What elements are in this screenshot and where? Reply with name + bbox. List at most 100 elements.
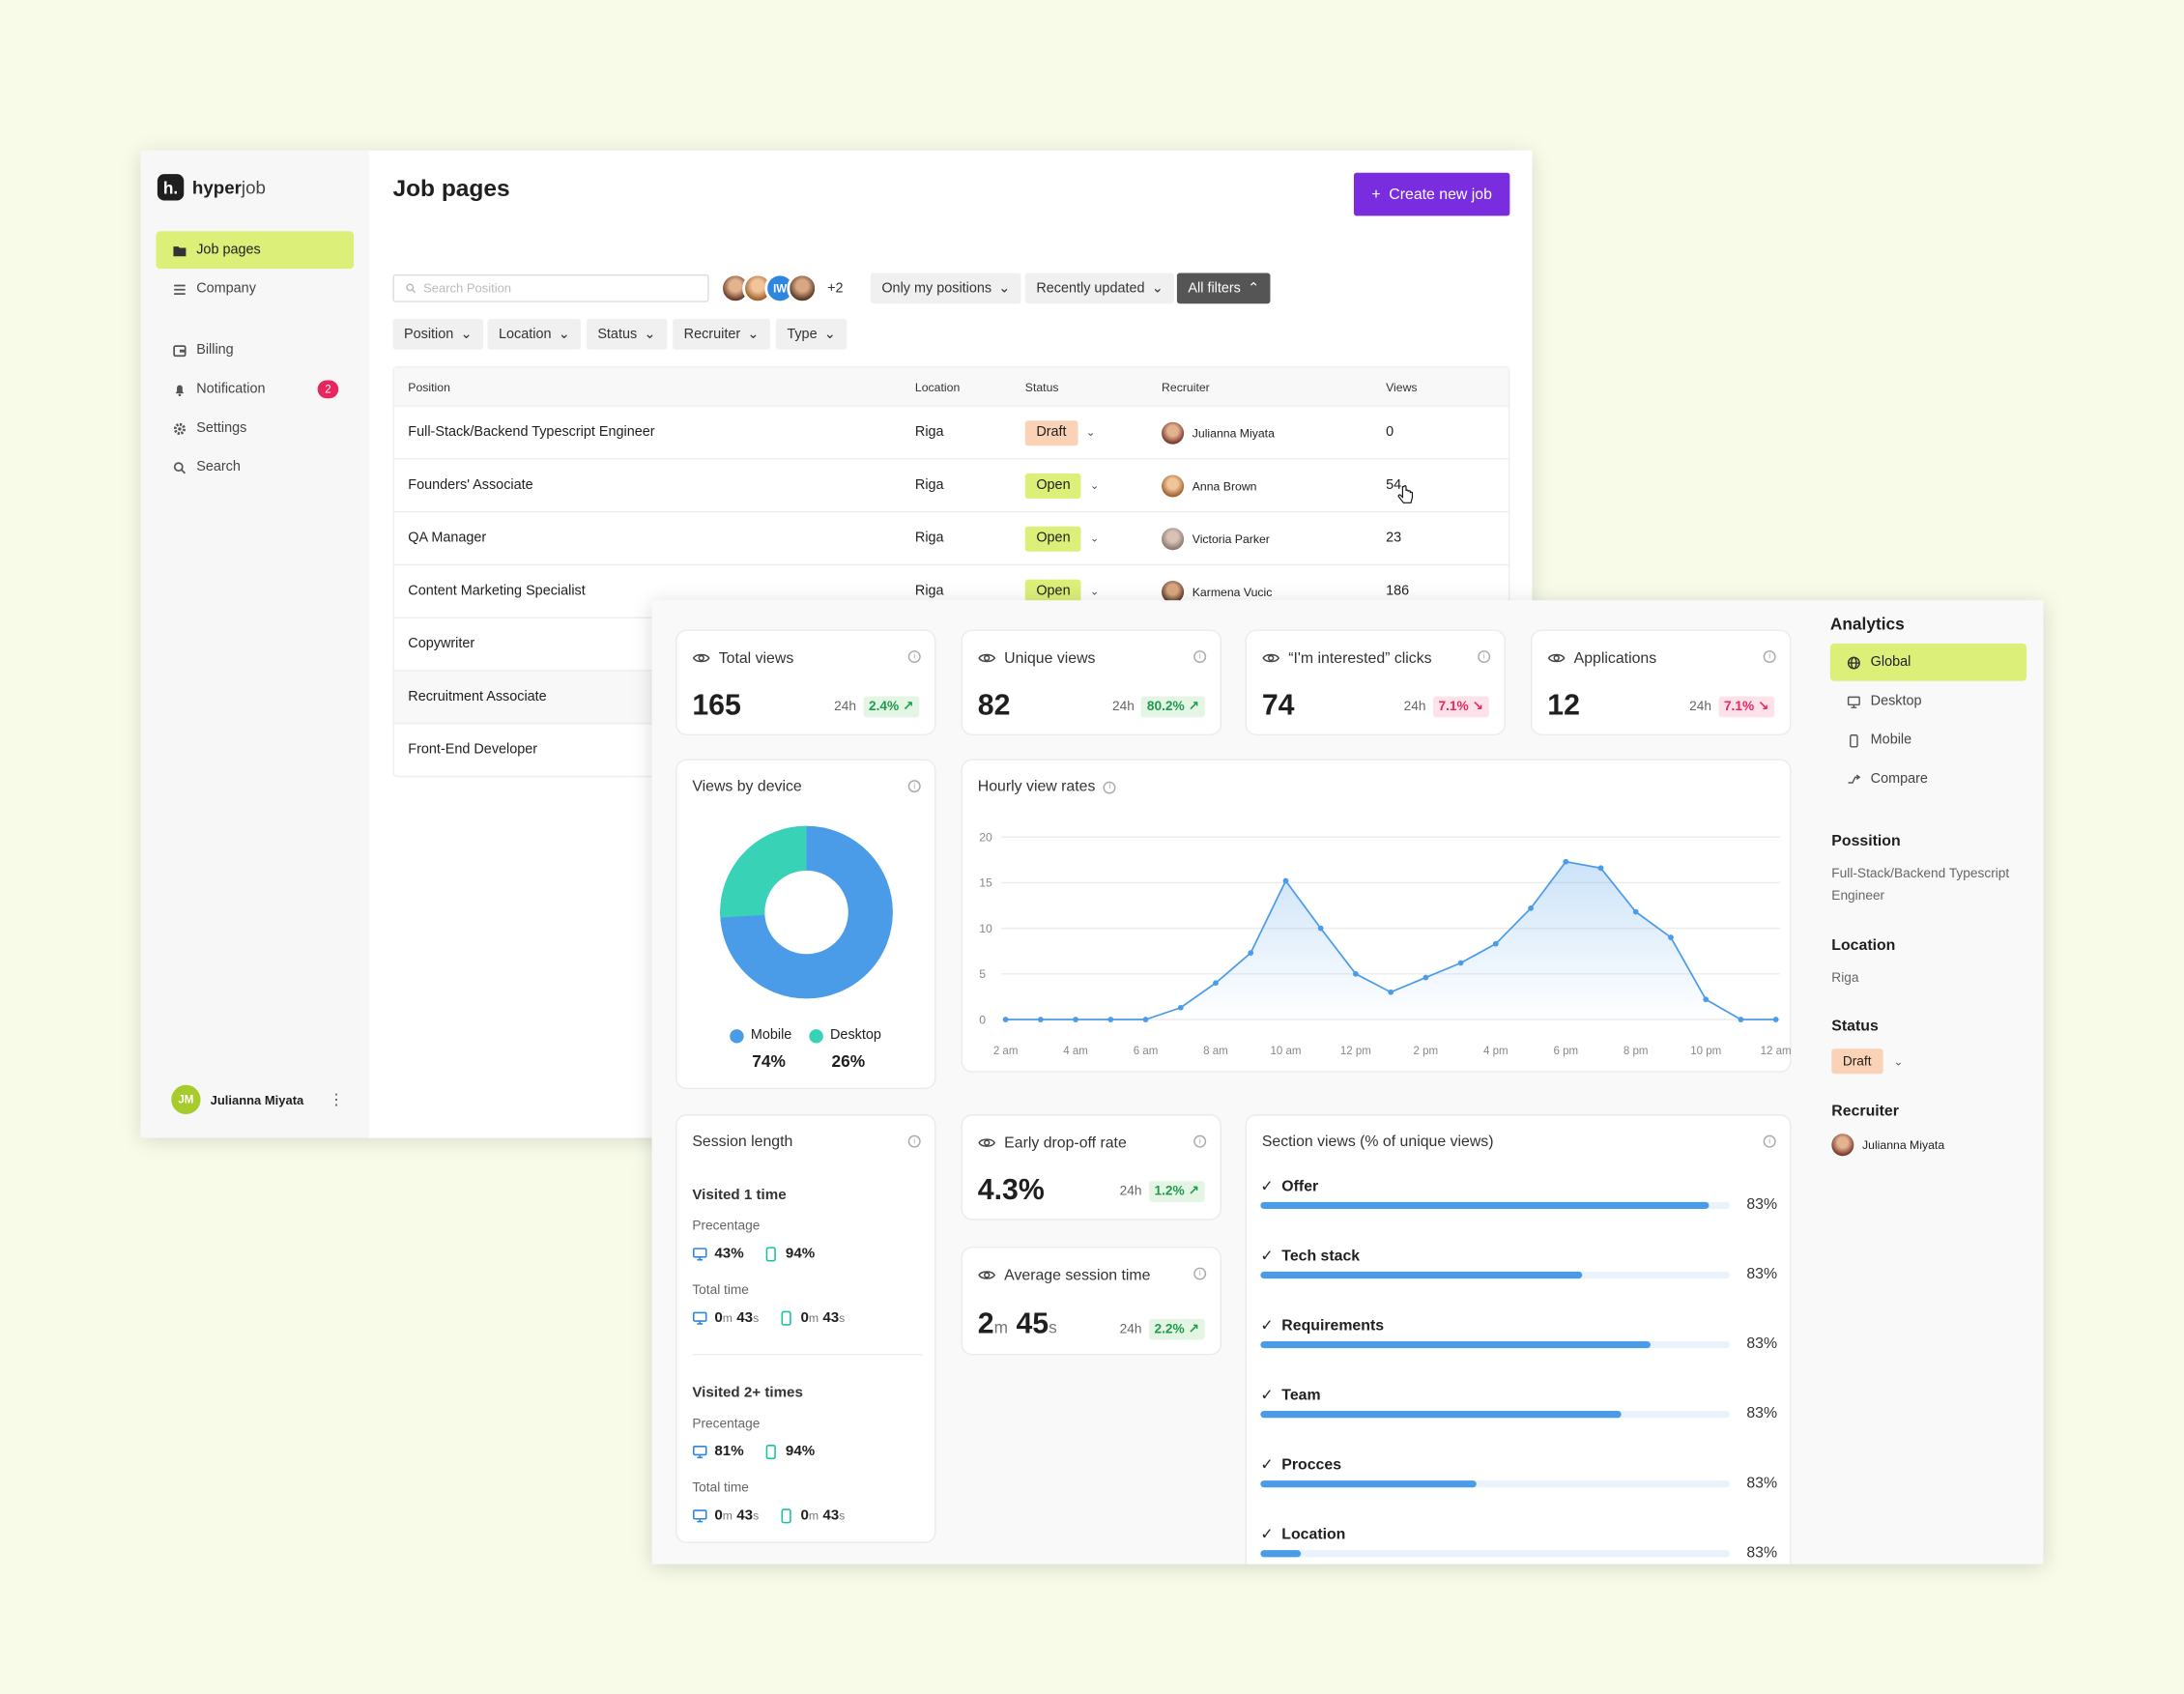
session-pct-label: Precentage bbox=[692, 1416, 761, 1432]
team-avatars[interactable]: IW +2 bbox=[720, 273, 844, 304]
check-icon: ✓ bbox=[1260, 1456, 1274, 1474]
avatar bbox=[1162, 420, 1185, 445]
seconds-unit: s bbox=[1049, 1317, 1057, 1337]
section-row: ✓ Offer 83% bbox=[1260, 1177, 1777, 1213]
analytics-nav-mobile[interactable]: Mobile bbox=[1830, 722, 2026, 760]
kpi-title: Total views bbox=[692, 649, 793, 668]
create-job-button[interactable]: + Create new job bbox=[1353, 172, 1510, 216]
check-icon: ✓ bbox=[1260, 1387, 1274, 1404]
notification-badge: 2 bbox=[317, 380, 339, 399]
plus-icon: + bbox=[1371, 186, 1381, 203]
sidebar-item-notification[interactable]: Notification 2 bbox=[156, 370, 354, 408]
analytics-nav-global[interactable]: Global bbox=[1829, 643, 2027, 681]
info-icon[interactable]: i bbox=[907, 650, 921, 664]
position-cell: Content Marketing Specialist bbox=[408, 583, 586, 599]
only-my-positions-dropdown[interactable]: Only my positions ⌄ bbox=[870, 273, 1021, 304]
section-label: Team bbox=[1281, 1386, 1321, 1404]
sidebar-item-company[interactable]: Company bbox=[156, 271, 354, 308]
chevron-down-icon: ⌄ bbox=[1089, 478, 1100, 492]
table-row[interactable]: Content Marketing Specialist Riga Open ⌄ … bbox=[393, 563, 1509, 617]
data-point bbox=[1037, 1017, 1044, 1022]
table-row[interactable]: Founders' Associate Riga Open ⌄ Anna Brow… bbox=[393, 458, 1509, 511]
section-label: Offer bbox=[1281, 1177, 1319, 1194]
position-cell: Front-End Developer bbox=[408, 742, 538, 759]
status-badge: Open bbox=[1024, 473, 1082, 499]
sidebar-item-search[interactable]: Search bbox=[156, 448, 354, 486]
section-bar-fill bbox=[1260, 1340, 1651, 1349]
sidebar-item-label: Search bbox=[196, 459, 241, 475]
eye-icon bbox=[978, 1271, 996, 1279]
recruiter-cell: Victoria Parker bbox=[1162, 527, 1270, 550]
x-tick-label: 6 pm bbox=[1553, 1046, 1578, 1057]
recruiter-cell: Karmena Vucic bbox=[1162, 580, 1273, 603]
all-filters-button[interactable]: All filters ⌃ bbox=[1176, 273, 1271, 304]
status-cell[interactable]: Open ⌄ bbox=[1024, 473, 1100, 499]
kpi-card-unique-views: Unique views i 82 24h 80.2% ↗ bbox=[961, 629, 1222, 736]
filter-location[interactable]: Location ⌄ bbox=[487, 319, 582, 350]
location-cell: Riga bbox=[914, 477, 944, 494]
kpi-label: Unique views bbox=[1004, 649, 1096, 667]
legend-label: Mobile bbox=[750, 1027, 792, 1044]
chevron-down-icon: ⌄ bbox=[1089, 531, 1100, 545]
section-row: ✓ Requirements 83% bbox=[1260, 1316, 1777, 1353]
dropoff-card: Early drop-off rate i 4.3% 24h 1.2% ↗ bbox=[961, 1114, 1222, 1220]
search-input[interactable]: Search Position bbox=[392, 273, 709, 302]
user-profile[interactable]: JM Julianna Miyata bbox=[171, 1084, 303, 1115]
info-icon[interactable]: i bbox=[1763, 650, 1776, 664]
analytics-nav-desktop[interactable]: Desktop bbox=[1830, 682, 2026, 720]
sidebar-item-job-pages[interactable]: Job pages bbox=[156, 231, 355, 270]
mobile-icon bbox=[765, 1444, 776, 1459]
kpi-delta-badge: 2.4% ↗ bbox=[863, 696, 920, 718]
section-name: ✓ Team bbox=[1260, 1386, 1777, 1404]
filter-recruiter[interactable]: Recruiter ⌄ bbox=[673, 319, 770, 350]
info-icon[interactable]: i bbox=[1478, 650, 1491, 664]
column-header[interactable]: Status bbox=[1024, 379, 1059, 394]
data-point bbox=[1528, 904, 1534, 911]
kpi-title: “I'm interested” clicks bbox=[1262, 649, 1432, 668]
info-icon[interactable]: i bbox=[1104, 780, 1116, 793]
period: 24h bbox=[1119, 1184, 1142, 1199]
position-value: Full-Stack/Backend Typescript Engineer bbox=[1831, 866, 2010, 904]
chevron-up-icon: ⌃ bbox=[1248, 280, 1260, 297]
filter-status[interactable]: Status ⌄ bbox=[586, 319, 668, 350]
seconds-unit: s bbox=[839, 1310, 846, 1325]
chart-title: Hourly view rates bbox=[977, 778, 1096, 795]
views-by-device-card: Views by device i Mobile Desktop 74% 26% bbox=[675, 759, 936, 1090]
compare-icon bbox=[1848, 773, 1861, 784]
info-icon[interactable]: i bbox=[907, 1134, 921, 1148]
column-header[interactable]: Recruiter bbox=[1162, 379, 1210, 394]
status-cell[interactable]: Open ⌄ bbox=[1024, 578, 1099, 604]
info-icon[interactable]: i bbox=[1763, 1134, 1776, 1148]
sort-dropdown[interactable]: Recently updated ⌄ bbox=[1024, 273, 1175, 304]
chevron-down-icon: ⌄ bbox=[1085, 426, 1096, 440]
status-cell[interactable]: Draft ⌄ bbox=[1024, 419, 1096, 445]
table-row[interactable]: Full-Stack/Backend Typescript Engineer R… bbox=[393, 405, 1509, 458]
info-icon[interactable]: i bbox=[1193, 1267, 1207, 1280]
section-row: ✓ Tech stack 83% bbox=[1260, 1247, 1777, 1282]
status-cell[interactable]: Open ⌄ bbox=[1024, 526, 1100, 552]
info-icon[interactable]: i bbox=[1193, 650, 1207, 664]
sidebar-item-billing[interactable]: Billing bbox=[156, 331, 354, 369]
info-icon[interactable]: i bbox=[1193, 1134, 1207, 1148]
filter-type[interactable]: Type ⌄ bbox=[775, 319, 848, 350]
status-select[interactable]: Draft ⌄ bbox=[1831, 1048, 1903, 1075]
kpi-value: 82 bbox=[977, 689, 1011, 722]
recruiter-name: Karmena Vucic bbox=[1192, 584, 1273, 599]
info-icon[interactable]: i bbox=[907, 780, 921, 793]
column-header[interactable]: Views bbox=[1386, 379, 1418, 394]
column-header[interactable]: Location bbox=[914, 379, 961, 394]
x-tick-label: 4 pm bbox=[1483, 1046, 1509, 1057]
analytics-nav-compare[interactable]: Compare bbox=[1830, 761, 2026, 798]
section-bar bbox=[1260, 1271, 1731, 1279]
table-row[interactable]: QA Manager Riga Open ⌄ Victoria Parker 23 bbox=[393, 510, 1509, 564]
kpi-value: 74 bbox=[1261, 689, 1295, 722]
filter-position[interactable]: Position ⌄ bbox=[392, 319, 484, 350]
location-label: Location bbox=[1831, 936, 1896, 955]
data-point bbox=[1457, 960, 1464, 966]
section-bar bbox=[1260, 1340, 1731, 1349]
sidebar-item-settings[interactable]: Settings bbox=[156, 410, 354, 447]
column-header[interactable]: Position bbox=[408, 379, 450, 394]
more-icon[interactable]: ⋮ bbox=[329, 1091, 345, 1109]
logo[interactable]: h. hyperjob bbox=[157, 174, 266, 201]
